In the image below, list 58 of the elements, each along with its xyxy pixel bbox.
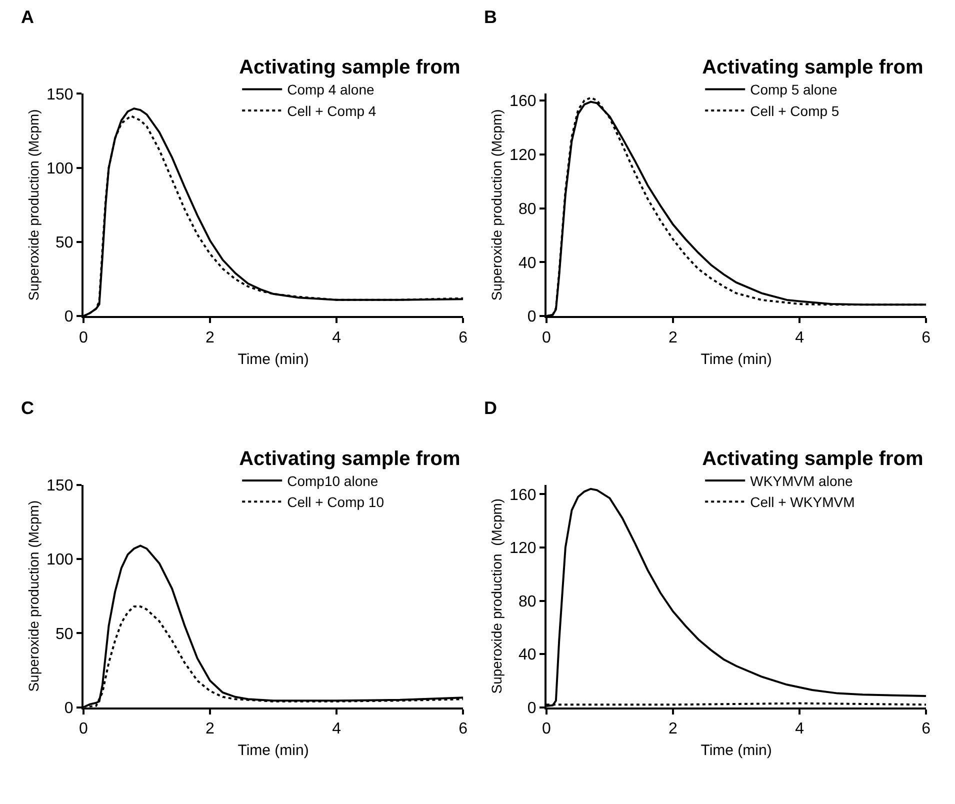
y-tick-label: 0 <box>527 308 536 326</box>
x-axis-title: Time (min) <box>238 742 309 759</box>
chart-title: B <box>484 7 497 27</box>
y-tick-label: 0 <box>64 700 74 717</box>
legend-label: Cell + Comp 10 <box>287 494 384 510</box>
y-axis-title: Superoxide production (Mcpm) <box>488 109 505 301</box>
legend-title: Activating sample from <box>702 448 924 470</box>
legend-label: Cell + WKYMVM <box>750 494 855 510</box>
legend-title: Activating sample from <box>239 56 460 79</box>
y-tick-label: 120 <box>510 540 536 558</box>
legend-label: WKYMVM alone <box>750 472 854 489</box>
x-tick-label: 2 <box>668 720 678 738</box>
chart-title: D <box>484 398 497 418</box>
x-tick-label: 2 <box>206 329 215 346</box>
x-tick-label: 0 <box>78 720 88 738</box>
x-tick-label: 0 <box>542 329 551 346</box>
legend-label: Comp 5 alone <box>750 82 838 98</box>
x-axis-title: Time (min) <box>700 350 772 368</box>
x-tick-label: 6 <box>458 720 468 738</box>
legend-title: Activating sample from <box>702 56 924 79</box>
x-tick-label: 2 <box>668 329 678 346</box>
y-axis-title: Superoxide production (Mcpm) <box>26 500 42 692</box>
y-tick-label: 160 <box>510 93 536 110</box>
x-tick-label: 4 <box>795 720 804 738</box>
y-tick-label: 40 <box>518 646 536 664</box>
y-axis-title: Superoxide production (Mcpm) <box>488 498 505 694</box>
x-tick-label: 0 <box>78 329 88 346</box>
chart-title: C <box>21 398 34 418</box>
y-tick-label: 40 <box>518 254 536 272</box>
y-tick-label: 50 <box>55 626 74 643</box>
x-tick-label: 6 <box>458 329 468 346</box>
x-tick-label: 4 <box>332 329 342 346</box>
x-tick-label: 4 <box>332 720 342 738</box>
y-tick-label: 0 <box>64 308 74 326</box>
y-tick-label: 120 <box>510 146 536 164</box>
y-tick-label: 80 <box>518 593 536 610</box>
x-axis-title: Time (min) <box>238 350 309 368</box>
x-tick-label: 4 <box>795 329 804 346</box>
y-tick-label: 150 <box>46 477 74 494</box>
legend-title: Activating sample from <box>239 448 460 470</box>
legend-label: Cell + Comp 4 <box>287 102 376 119</box>
y-tick-label: 100 <box>46 552 74 569</box>
legend-label: Comp10 alone <box>287 472 378 489</box>
x-axis-title: Time (min) <box>700 742 772 759</box>
x-tick-label: 6 <box>922 720 931 738</box>
y-axis-title: Superoxide production (Mcpm) <box>26 109 42 301</box>
x-tick-label: 2 <box>206 720 215 738</box>
x-tick-label: 0 <box>542 720 551 738</box>
y-tick-label: 50 <box>55 234 74 252</box>
legend-label: Cell + Comp 5 <box>750 102 840 119</box>
y-tick-label: 80 <box>518 200 536 218</box>
y-tick-label: 160 <box>510 486 536 504</box>
x-tick-label: 6 <box>922 329 931 346</box>
y-tick-label: 150 <box>46 86 74 104</box>
y-tick-label: 100 <box>46 160 74 178</box>
chart-title: A <box>21 7 34 27</box>
y-tick-label: 0 <box>527 700 536 717</box>
legend-label: Comp 4 alone <box>287 82 374 98</box>
